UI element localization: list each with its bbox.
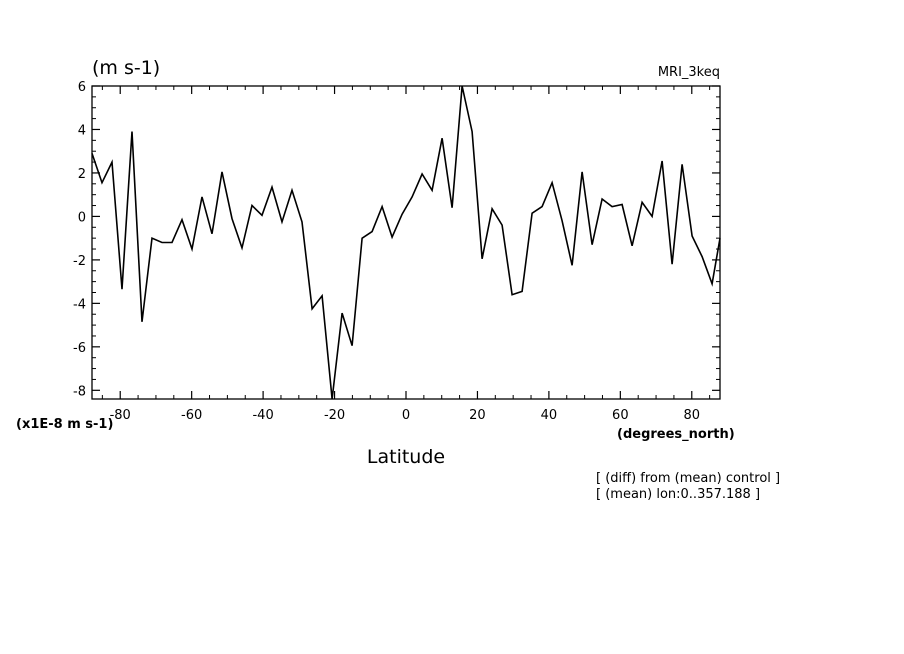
y-scale-label: (x1E-8 m s-1)	[16, 417, 113, 432]
x-tick-label: 0	[402, 408, 410, 423]
x-tick-label: 80	[684, 408, 701, 423]
y-tick-label: 2	[78, 167, 86, 182]
model-label: MRI_3keq	[658, 65, 720, 80]
y-tick-label: -6	[73, 341, 86, 356]
x-tick-label: -60	[181, 408, 202, 423]
y-tick-label: 0	[78, 210, 86, 225]
y-tick-label: 6	[78, 80, 86, 95]
series-line	[91, 85, 721, 400]
x-tick-label: -20	[324, 408, 345, 423]
units-label: (m s-1)	[92, 57, 160, 79]
x-axis-tick-labels: -80 -60 -40 -20 0 20 40 60 80	[110, 408, 700, 423]
x-axis-title: Latitude	[367, 446, 445, 468]
y-tick-label: -8	[73, 384, 86, 399]
note-line-1: [ (diff) from (mean) control ]	[596, 471, 780, 486]
series-group	[91, 85, 721, 400]
y-axis-ticks	[92, 85, 720, 391]
x-tick-label: -80	[110, 408, 131, 423]
x-tick-label: 60	[612, 408, 629, 423]
x-tick-label: 40	[541, 408, 558, 423]
plot-frame	[91, 85, 721, 400]
y-tick-label: 4	[78, 123, 86, 138]
note-line-2: [ (mean) lon:0..357.188 ]	[596, 487, 760, 502]
x-tick-label: 20	[469, 408, 486, 423]
y-axis-tick-labels: -8 -6 -4 -2 0 2 4 6	[73, 80, 86, 399]
x-axis-ticks	[101, 86, 711, 399]
y-tick-label: -2	[73, 254, 86, 269]
y-tick-label: -4	[73, 297, 86, 312]
x-units-label: (degrees_north)	[617, 427, 735, 442]
x-tick-label: -40	[252, 408, 273, 423]
